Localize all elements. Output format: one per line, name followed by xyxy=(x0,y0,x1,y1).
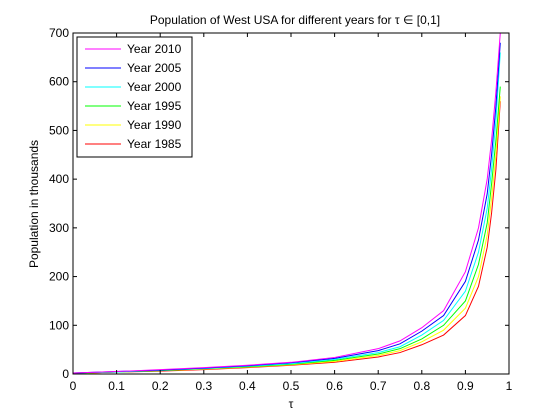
chart-title: Population of West USA for different yea… xyxy=(150,13,440,27)
legend-label: Year 2010 xyxy=(127,42,182,56)
y-tick-label: 700 xyxy=(49,26,69,40)
y-tick-label: 0 xyxy=(62,367,69,381)
y-tick-label: 100 xyxy=(49,318,69,332)
legend-label: Year 1990 xyxy=(127,118,182,132)
y-axis-label: Population in thousands xyxy=(27,140,41,268)
legend-box xyxy=(76,36,193,158)
x-tick-label: 0.5 xyxy=(283,379,300,393)
x-tick-label: 0.9 xyxy=(457,379,474,393)
x-tick-label: 0 xyxy=(70,379,77,393)
y-tick-label: 600 xyxy=(49,75,69,89)
x-tick-label: 1 xyxy=(506,379,513,393)
series-line-year-2010 xyxy=(73,33,501,374)
legend-label: Year 1995 xyxy=(127,99,182,113)
x-axis-label: τ xyxy=(289,397,294,411)
x-tick-label: 0.7 xyxy=(370,379,387,393)
y-tick-label: 300 xyxy=(49,221,69,235)
x-tick-label: 0.2 xyxy=(152,379,169,393)
y-tick-label: 400 xyxy=(49,172,69,186)
legend-label: Year 2005 xyxy=(127,61,182,75)
x-tick-label: 0.3 xyxy=(195,379,212,393)
x-axis-ticks: 0 0.1 0.2 0.3 0.4 0.5 0.6 0.7 0.8 0.9 1 xyxy=(70,33,513,393)
y-axis-ticks: 0 100 200 300 400 500 600 700 xyxy=(49,26,509,381)
legend: Year 2010 Year 2005 Year 2000 Year 1995 Year… xyxy=(76,36,193,158)
y-tick-label: 500 xyxy=(49,123,69,137)
y-tick-label: 200 xyxy=(49,270,69,284)
legend-label: Year 1985 xyxy=(127,137,182,151)
x-tick-label: 0.6 xyxy=(326,379,343,393)
x-tick-label: 0.8 xyxy=(413,379,430,393)
x-tick-label: 0.4 xyxy=(239,379,256,393)
x-tick-label: 0.1 xyxy=(108,379,125,393)
legend-label: Year 2000 xyxy=(127,80,182,94)
